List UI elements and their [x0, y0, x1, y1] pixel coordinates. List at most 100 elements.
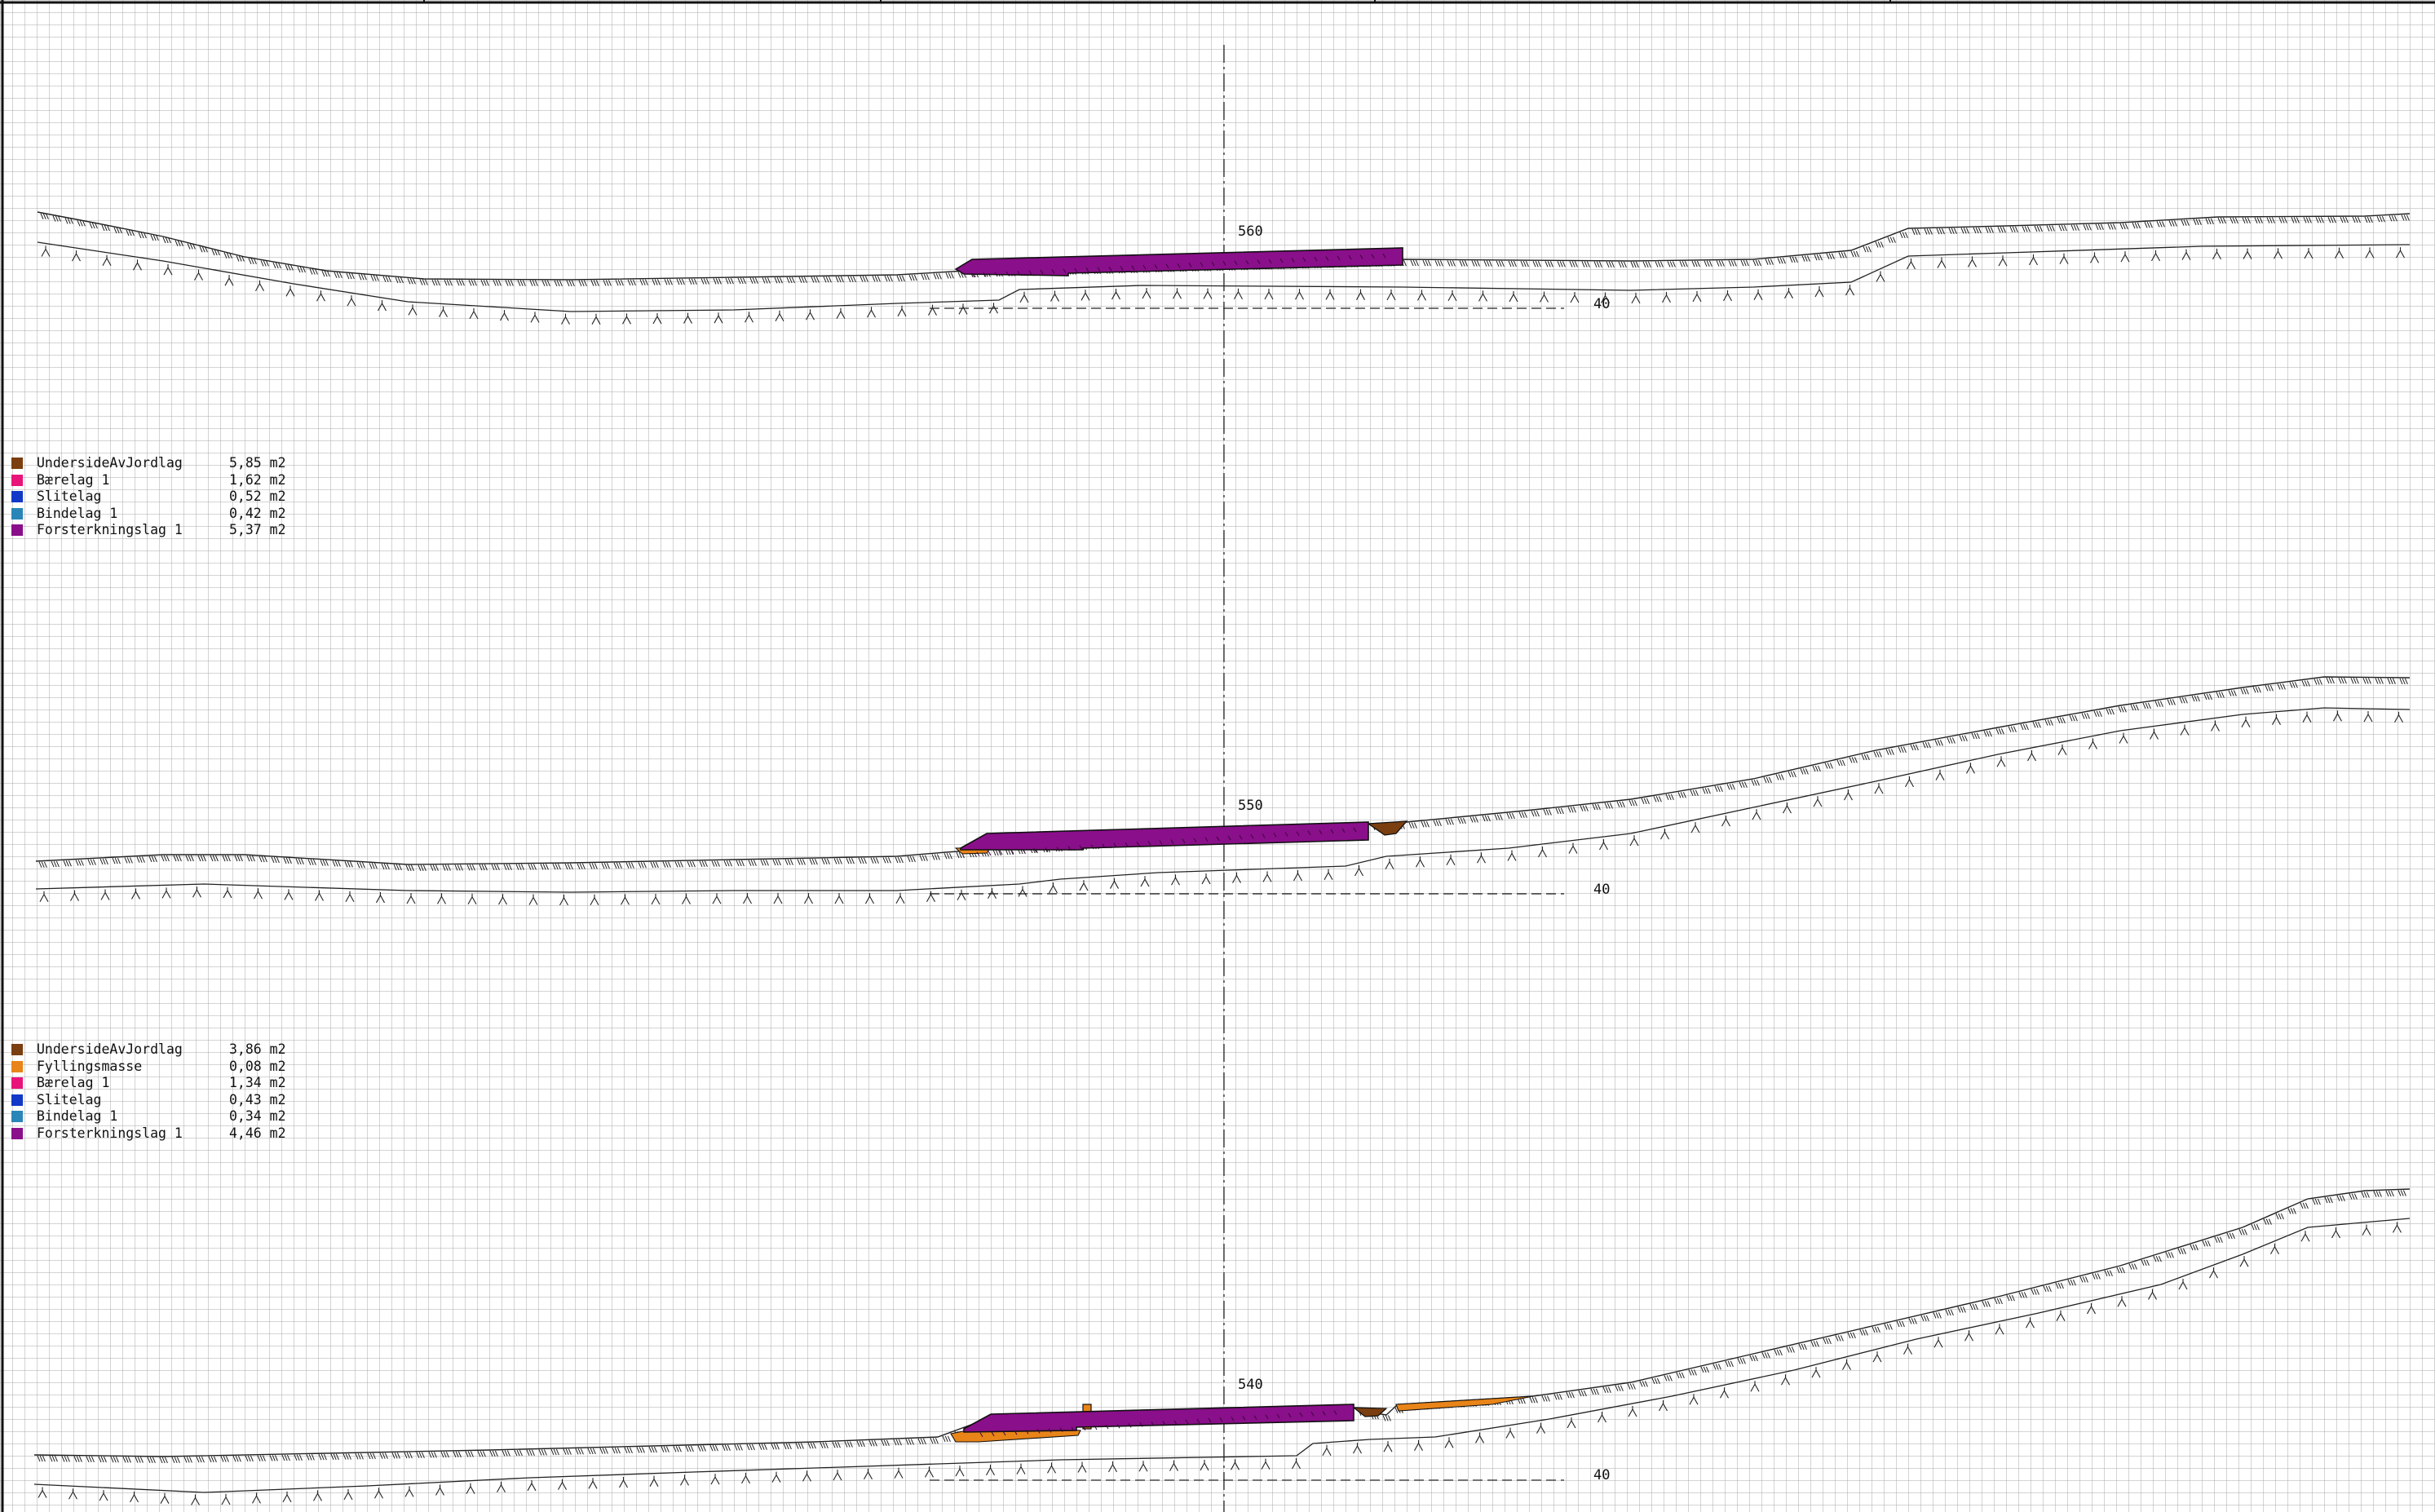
- terrain-hatch: [1973, 227, 1977, 234]
- terrain-hatch: [1889, 1324, 1893, 1330]
- terrain-hatch: [1938, 228, 1942, 235]
- terrain-hatch: [837, 276, 842, 283]
- terrain-hatch: [860, 276, 864, 282]
- legend-swatch: [11, 474, 23, 486]
- terrain-hatch: [738, 860, 742, 867]
- terrain-hatch: [2108, 708, 2112, 715]
- terrain-hatch: [1963, 228, 1967, 234]
- terrain-hatch: [1387, 1415, 1391, 1421]
- terrain-hatch: [110, 1456, 114, 1463]
- terrain-hatch: [749, 277, 753, 284]
- terrain-hatch: [519, 1450, 523, 1457]
- terrain-hatch: [797, 859, 801, 865]
- terrain-hatch: [1862, 1329, 1866, 1336]
- rock-mark: [347, 295, 356, 307]
- station-label-540: 540: [1238, 1377, 1263, 1393]
- terrain-hatch: [1617, 1385, 1621, 1391]
- terrain-hatch: [873, 857, 877, 864]
- terrain-hatch: [189, 243, 193, 250]
- terrain-hatch: [2169, 699, 2173, 705]
- rock-mark: [773, 893, 783, 904]
- terrain-hatch: [322, 860, 326, 866]
- pavement-hatch: [1333, 1410, 1337, 1415]
- terrain-hatch: [369, 1452, 373, 1460]
- terrain-hatch: [1695, 789, 1699, 797]
- terrain-hatch: [1584, 261, 1588, 267]
- terrain-hatch: [430, 864, 434, 871]
- terrain-hatch: [2131, 1263, 2135, 1270]
- terrain-hatch: [736, 1444, 740, 1451]
- terrain-hatch: [1459, 260, 1463, 267]
- terrain-hatch: [1824, 763, 1828, 769]
- terrain-hatch: [1608, 261, 1612, 267]
- terrain-hatch: [161, 855, 165, 862]
- terrain-hatch: [2210, 218, 2214, 225]
- terrain-hatch: [311, 1454, 315, 1461]
- terrain-hatch: [911, 274, 915, 281]
- terrain-hatch: [2110, 223, 2114, 230]
- terrain-hatch: [833, 858, 837, 864]
- terrain-hatch: [91, 222, 95, 229]
- rock-mark: [2181, 249, 2191, 260]
- terrain-hatch: [214, 249, 218, 256]
- terrain-hatch: [2363, 1191, 2367, 1198]
- rock-mark: [528, 894, 538, 905]
- terrain-hatch: [595, 280, 599, 286]
- terrain-hatch: [795, 1443, 799, 1449]
- pavement-hatch: [1082, 1426, 1086, 1431]
- terrain-hatch: [944, 852, 948, 860]
- pavement-hatch: [1131, 265, 1135, 271]
- terrain-hatch: [2062, 717, 2066, 724]
- terrain-hatch: [1627, 1383, 1631, 1390]
- terrain-hatch: [2254, 217, 2258, 223]
- terrain-hatch: [2006, 1295, 2010, 1302]
- terrain-hatch: [506, 864, 510, 871]
- terrain-hatch: [2079, 1276, 2084, 1283]
- terrain-hatch: [127, 1457, 131, 1463]
- terrain-hatch: [112, 857, 116, 864]
- terrain-hatch: [1545, 809, 1549, 816]
- terrain-hatch: [367, 1452, 371, 1460]
- terrain-hatch: [408, 864, 412, 872]
- terrain-hatch: [2196, 695, 2200, 702]
- rock-mark: [285, 285, 295, 297]
- terrain-hatch: [1665, 794, 1669, 801]
- pavement-hatch: [1033, 847, 1037, 853]
- terrain-hatch: [202, 855, 206, 862]
- terrain-hatch: [454, 864, 458, 871]
- terrain-hatch: [1667, 261, 1671, 267]
- terrain-hatch: [1488, 260, 1492, 267]
- rock-mark: [1231, 1459, 1240, 1470]
- rock-mark: [313, 1490, 322, 1501]
- terrain-hatch: [257, 1455, 261, 1461]
- terrain-hatch: [369, 862, 373, 869]
- terrain-hatch: [1531, 810, 1535, 817]
- terrain-hatch: [2100, 223, 2104, 231]
- terrain-hatch: [2318, 679, 2322, 685]
- pavement-hatch: [1113, 842, 1117, 848]
- terrain-hatch: [1898, 1320, 1902, 1328]
- terrain-hatch: [1525, 260, 1529, 267]
- terrain-hatch: [1947, 1309, 1951, 1316]
- terrain-hatch: [579, 863, 583, 870]
- terrain-hatch: [1764, 1352, 1768, 1359]
- terrain-hatch: [288, 857, 292, 864]
- terrain-hatch: [274, 1455, 278, 1461]
- terrain-hatch: [333, 1453, 337, 1461]
- terrain-hatch: [919, 855, 923, 861]
- terrain-hatch: [2022, 723, 2026, 731]
- terrain-hatch: [1997, 227, 2001, 233]
- terrain-hatch: [1511, 812, 1515, 820]
- terrain-hatch: [216, 249, 220, 256]
- terrain-hatch: [1691, 260, 1695, 267]
- terrain-hatch: [2121, 1267, 2125, 1274]
- pavement-hatch: [1239, 834, 1243, 840]
- rock-mark: [1447, 290, 1457, 302]
- legend-row: UndersideAvJordlag 3,86 m2: [11, 1041, 286, 1059]
- terrain-hatch: [2340, 677, 2344, 684]
- terrain-hatch: [2036, 225, 2040, 232]
- terrain-hatch: [1802, 768, 1806, 775]
- terrain-hatch: [1531, 1397, 1536, 1404]
- terrain-hatch: [2397, 1190, 2402, 1196]
- terrain-hatch: [2195, 219, 2199, 225]
